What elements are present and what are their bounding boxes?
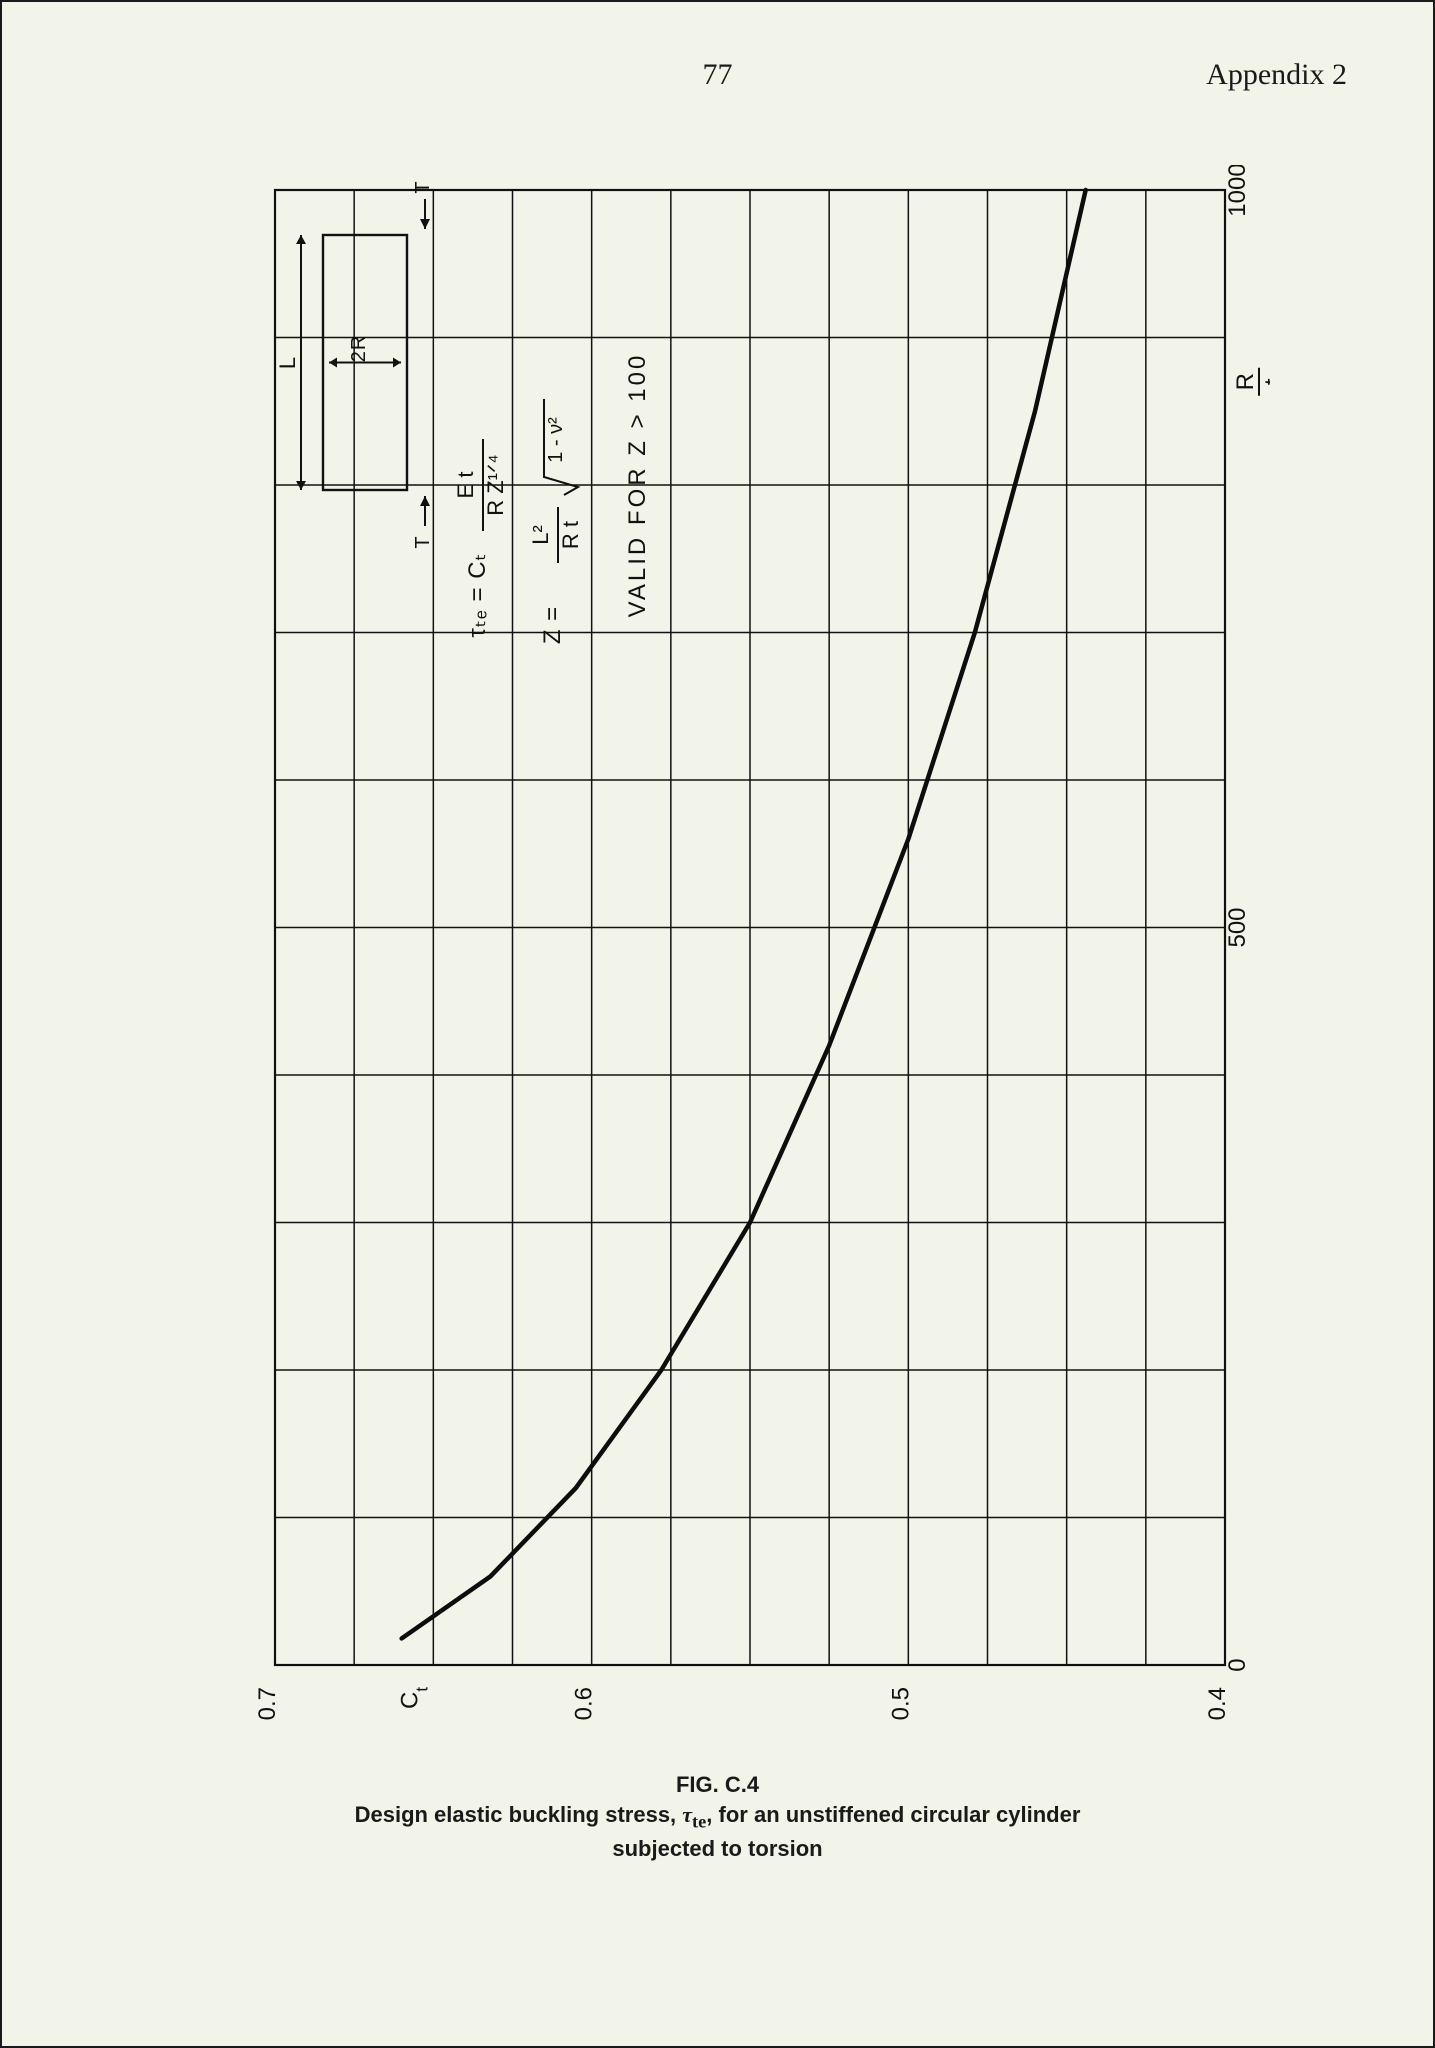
page: 77 Appendix 2 0.4 0.5 0.6 0.7 Ct 0 500 1000 Rt 2R… xyxy=(0,0,1435,2048)
svg-text:500: 500 xyxy=(1224,907,1251,947)
svg-text:τₜₑ = Cₜ: τₜₑ = Cₜ xyxy=(464,552,491,637)
caption-line-3: subjected to torsion xyxy=(0,1834,1435,1864)
svg-text:2R: 2R xyxy=(348,335,370,363)
caption-suffix: , for an unstiffened circular cylinder xyxy=(706,1802,1080,1827)
svg-text:0: 0 xyxy=(1224,1658,1251,1671)
svg-text:0.7: 0.7 xyxy=(254,1687,281,1720)
svg-text:L: L xyxy=(275,356,300,369)
svg-text:VALID FOR Z > 100: VALID FOR Z > 100 xyxy=(624,353,651,618)
caption-prefix: Design elastic buckling stress, xyxy=(355,1802,683,1827)
page-number: 77 xyxy=(703,58,733,92)
svg-text:R: R xyxy=(1232,373,1259,390)
svg-text:R Z¹ᐟ⁴: R Z¹ᐟ⁴ xyxy=(483,454,508,516)
svg-text:L²: L² xyxy=(528,525,553,545)
svg-text:R t: R t xyxy=(558,521,583,549)
svg-text:E t: E t xyxy=(453,472,478,499)
svg-text:1 - ν²: 1 - ν² xyxy=(545,417,567,463)
svg-text:0.5: 0.5 xyxy=(887,1687,914,1720)
appendix-label: Appendix 2 xyxy=(1206,58,1347,92)
svg-text:t: t xyxy=(1260,378,1270,385)
svg-text:Ct: Ct xyxy=(397,1687,432,1709)
chart-container: 0.4 0.5 0.6 0.7 Ct 0 500 1000 Rt 2R L T Tτₜₑ = Cₜ E t… xyxy=(180,165,1270,1735)
tau-subscript: te xyxy=(692,1811,706,1831)
figure-caption: FIG. C.4 Design elastic buckling stress,… xyxy=(0,1770,1435,1864)
svg-text:1000: 1000 xyxy=(1224,165,1251,217)
tau-symbol: τ xyxy=(682,1802,692,1827)
svg-text:T: T xyxy=(412,180,434,193)
caption-line-1: FIG. C.4 xyxy=(0,1770,1435,1800)
chart-svg: 0.4 0.5 0.6 0.7 Ct 0 500 1000 Rt 2R L T Tτₜₑ = Cₜ E t… xyxy=(180,165,1270,1735)
svg-text:0.6: 0.6 xyxy=(571,1687,598,1720)
svg-text:Z =: Z = xyxy=(539,606,566,644)
svg-text:0.4: 0.4 xyxy=(1204,1687,1231,1720)
caption-line-2: Design elastic buckling stress, τte, for… xyxy=(0,1800,1435,1834)
svg-text:T: T xyxy=(412,535,434,548)
